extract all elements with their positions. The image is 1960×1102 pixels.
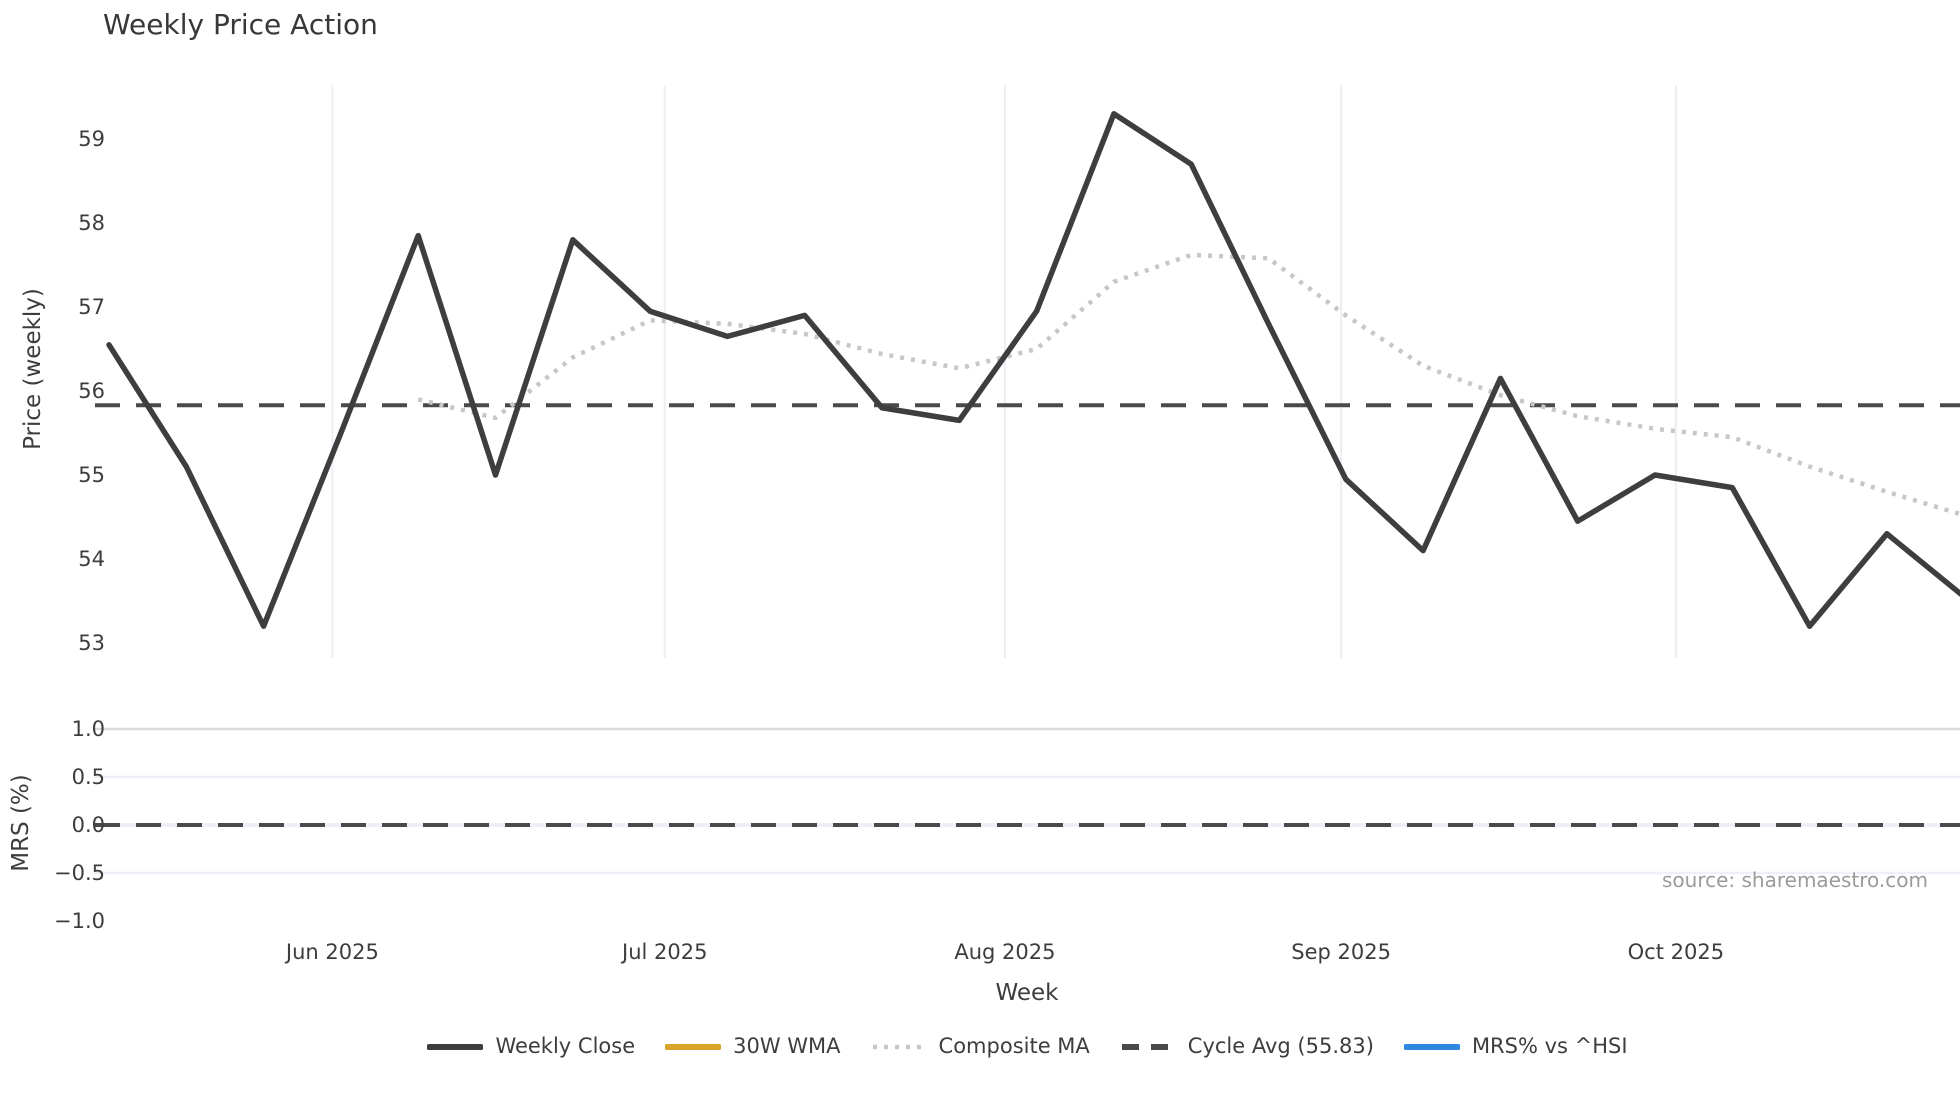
xtick-sep-2025: Sep 2025 bbox=[1291, 940, 1391, 964]
weekly-close-line bbox=[106, 111, 1960, 629]
price-ytick-54: 54 bbox=[78, 547, 105, 571]
legend: Weekly Close 30W WMA Composite MA Cycle Avg… bbox=[95, 1034, 1960, 1058]
legend-label: Weekly Close bbox=[495, 1034, 636, 1058]
mrs-ytick--1: −1.0 bbox=[54, 909, 105, 933]
legend-label: Cycle Avg (55.83) bbox=[1187, 1034, 1374, 1058]
mrs-ytick--0.5: −0.5 bbox=[54, 861, 105, 885]
legend-item-mrs-vs-hsi: MRS% vs ^HSI bbox=[1403, 1034, 1628, 1058]
legend-swatch-solid bbox=[1403, 1044, 1460, 1050]
xtick-jul-2025: Jul 2025 bbox=[622, 940, 708, 964]
legend-label: MRS% vs ^HSI bbox=[1471, 1034, 1628, 1058]
price-ytick-57: 57 bbox=[78, 295, 105, 319]
price-ytick-58: 58 bbox=[78, 211, 105, 235]
mrs-ytick-0: 0.0 bbox=[71, 813, 105, 837]
legend-label: 30W WMA bbox=[733, 1034, 841, 1058]
legend-swatch-dotted bbox=[872, 1044, 925, 1050]
composite-ma-line bbox=[417, 252, 1960, 517]
x-axis-title: Week bbox=[995, 980, 1059, 1006]
legend-swatch-solid bbox=[427, 1044, 484, 1050]
price-ytick-59: 59 bbox=[78, 127, 105, 151]
legend-swatch-dashed bbox=[1121, 1044, 1174, 1050]
mrs-ytick-1: 1.0 bbox=[71, 717, 105, 741]
source-attribution: source: sharemaestro.com bbox=[1662, 868, 1928, 892]
price-ytick-56: 56 bbox=[78, 379, 105, 403]
mrs-ytick-0.5: 0.5 bbox=[71, 765, 105, 789]
price-ytick-53: 53 bbox=[78, 631, 105, 655]
legend-item-weekly-close: Weekly Close bbox=[427, 1034, 635, 1058]
xtick-jun-2025: Jun 2025 bbox=[285, 940, 379, 964]
chart-title: Weekly Price Action bbox=[103, 8, 378, 41]
legend-label: Composite MA bbox=[938, 1034, 1090, 1058]
price-ytick-55: 55 bbox=[78, 463, 105, 487]
xtick-aug-2025: Aug 2025 bbox=[954, 940, 1056, 964]
legend-item-cycle-avg-55-83-: Cycle Avg (55.83) bbox=[1120, 1034, 1374, 1058]
xtick-oct-2025: Oct 2025 bbox=[1627, 940, 1725, 964]
legend-item-composite-ma: Composite MA bbox=[871, 1034, 1090, 1058]
legend-item-30w-wma: 30W WMA bbox=[665, 1034, 841, 1058]
legend-swatch-solid bbox=[665, 1044, 722, 1050]
